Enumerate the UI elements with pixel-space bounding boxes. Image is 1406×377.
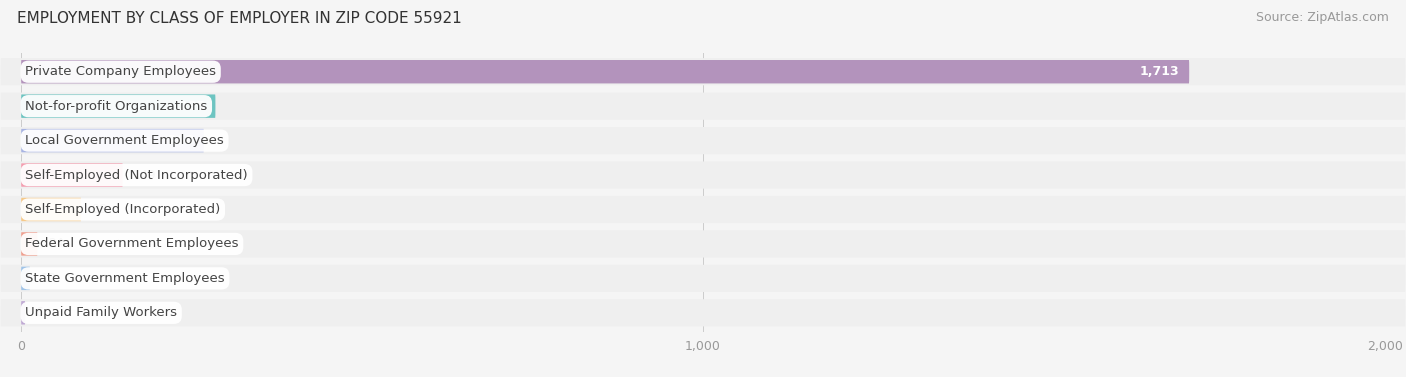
Text: 6: 6 (35, 307, 44, 319)
Text: 285: 285 (179, 100, 205, 113)
FancyBboxPatch shape (21, 232, 38, 256)
Text: Federal Government Employees: Federal Government Employees (25, 238, 239, 250)
FancyBboxPatch shape (0, 161, 1406, 188)
Text: Private Company Employees: Private Company Employees (25, 65, 217, 78)
FancyBboxPatch shape (0, 127, 1406, 154)
FancyBboxPatch shape (21, 198, 82, 221)
FancyBboxPatch shape (0, 58, 1406, 85)
FancyBboxPatch shape (21, 129, 204, 152)
Text: 1,713: 1,713 (1139, 65, 1180, 78)
FancyBboxPatch shape (21, 267, 30, 290)
Text: Self-Employed (Incorporated): Self-Employed (Incorporated) (25, 203, 221, 216)
Text: Source: ZipAtlas.com: Source: ZipAtlas.com (1256, 11, 1389, 24)
Text: Not-for-profit Organizations: Not-for-profit Organizations (25, 100, 208, 113)
FancyBboxPatch shape (0, 265, 1406, 292)
Text: EMPLOYMENT BY CLASS OF EMPLOYER IN ZIP CODE 55921: EMPLOYMENT BY CLASS OF EMPLOYER IN ZIP C… (17, 11, 461, 26)
Text: 88: 88 (91, 203, 107, 216)
FancyBboxPatch shape (0, 230, 1406, 257)
Text: Unpaid Family Workers: Unpaid Family Workers (25, 307, 177, 319)
FancyBboxPatch shape (21, 95, 215, 118)
Text: State Government Employees: State Government Employees (25, 272, 225, 285)
FancyBboxPatch shape (21, 60, 1189, 83)
Text: 13: 13 (41, 272, 56, 285)
Text: Self-Employed (Not Incorporated): Self-Employed (Not Incorporated) (25, 169, 247, 182)
Text: 149: 149 (134, 169, 156, 182)
FancyBboxPatch shape (21, 163, 122, 187)
FancyBboxPatch shape (0, 196, 1406, 223)
FancyBboxPatch shape (0, 93, 1406, 120)
Text: 268: 268 (167, 134, 194, 147)
Text: Local Government Employees: Local Government Employees (25, 134, 224, 147)
FancyBboxPatch shape (21, 301, 25, 325)
Text: 24: 24 (48, 238, 63, 250)
FancyBboxPatch shape (0, 299, 1406, 326)
